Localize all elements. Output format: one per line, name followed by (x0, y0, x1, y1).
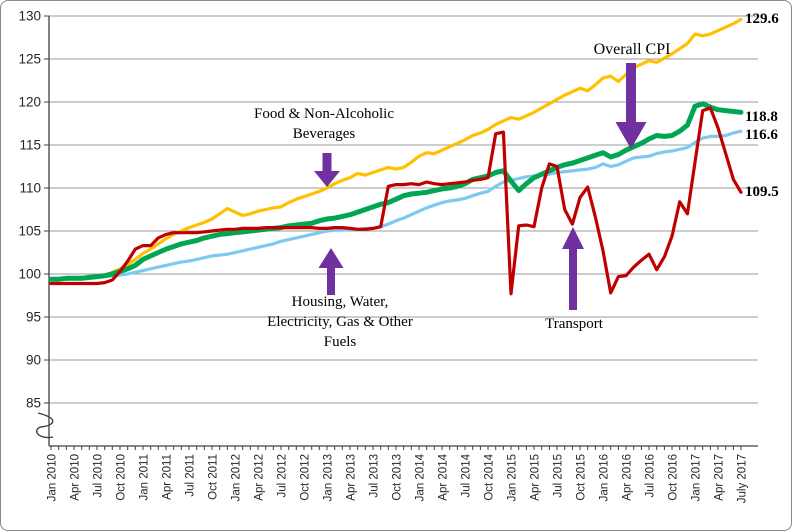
y-tick-label: 90 (26, 353, 41, 368)
y-tick-label: 85 (26, 396, 41, 411)
x-tick-label: Jan 2013 (323, 454, 335, 501)
x-tick-label: Jan 2016 (599, 454, 611, 501)
x-tick-label: Jul 2010 (93, 454, 105, 497)
y-tick-label: 130 (18, 9, 41, 24)
annotation-food-beverages-label: Food & Non-Alcoholic Beverages (232, 105, 416, 145)
x-tick-label: Apr 2014 (438, 453, 450, 500)
axes (48, 16, 758, 447)
x-tick-label: Jan 2017 (691, 454, 703, 501)
annotation-line: Beverages (292, 125, 356, 142)
x-tick-label: Jul 2013 (369, 454, 381, 497)
x-tick-label: July 2017 (737, 454, 749, 503)
y-tick-label: 95 (26, 310, 41, 325)
x-tick-label: Apr 2013 (346, 454, 358, 501)
x-tick-label: Jan 2012 (231, 454, 243, 501)
annotation-line: Food & Non-Alcoholic (254, 106, 394, 122)
series-line-overall-cpi (48, 101, 744, 282)
series-line-transport (49, 106, 743, 296)
x-tick-label: Jul 2014 (461, 453, 473, 497)
x-tick-label: Oct 2010 (116, 454, 128, 501)
axis-break-squiggle (36, 412, 54, 439)
annotation-housing-label: Housing, Water, Electricity, Gas & Other… (243, 293, 437, 352)
x-tick-label: Jul 2011 (185, 454, 197, 497)
gridlines (49, 15, 758, 404)
y-tick-label: 100 (18, 267, 41, 282)
x-tick-label: Oct 2015 (576, 454, 588, 501)
y-tick-label: 105 (18, 224, 41, 239)
end-value-housing: 116.6 (745, 127, 778, 143)
x-tick-label: Apr 2010 (70, 454, 82, 501)
end-value-transport: 109.5 (745, 184, 779, 200)
x-tick-label: Jul 2012 (277, 454, 289, 497)
x-tick-label: Jul 2015 (553, 454, 565, 497)
x-tick-label: Oct 2012 (300, 454, 312, 501)
housing-arrow-icon (318, 248, 344, 295)
x-tick-label: Apr 2015 (530, 454, 542, 501)
x-tick-label: Jan 2011 (139, 454, 151, 500)
y-tick-label: 110 (19, 181, 41, 196)
y-tick-label: 125 (18, 52, 41, 67)
x-tick-label: Apr 2011 (162, 454, 174, 500)
x-axis: Jan 2010 Apr 2010 Jul 2010 Oct 2010 Jan 2011… (47, 446, 749, 503)
annotation-transport-label: Transport (517, 315, 631, 335)
annotation-arrows (314, 63, 647, 310)
series-line-housing-water-electricity-gas-other-fuels (49, 129, 743, 281)
annotation-line: Fuels (323, 333, 357, 350)
annotation-line: Transport (545, 316, 603, 332)
food-beverages-arrow-icon (314, 153, 340, 187)
annotation-line: Electricity, Gas & Other (267, 313, 413, 330)
end-value-food-beverages: 129.6 (745, 11, 779, 27)
x-tick-label: Jan 2015 (507, 454, 519, 501)
transport-arrow-icon (562, 227, 584, 310)
annotation-overall-cpi-label: Overall CPI (559, 39, 705, 60)
x-tick-label: Oct 2013 (392, 454, 404, 501)
y-tick-label: 120 (18, 95, 41, 110)
end-value-overall-cpi: 118.8 (745, 109, 778, 125)
x-tick-label: Apr 2012 (254, 454, 266, 501)
x-tick-label: Jan 2014 (415, 453, 427, 501)
x-tick-label: Jan 2010 (47, 454, 59, 501)
annotation-line: Housing, Water, (291, 294, 389, 310)
x-tick-label: Oct 2016 (668, 454, 680, 501)
annotation-line: Overall CPI (593, 41, 671, 58)
series-lines (48, 17, 744, 296)
x-tick-label: Apr 2016 (622, 454, 634, 501)
y-axis: 85 90 95 100 105 110 115 120 125 130 (18, 9, 49, 411)
y-tick-label: 115 (19, 138, 41, 153)
overall-cpi-arrow-icon (615, 63, 647, 149)
x-tick-label: Apr 2017 (714, 454, 726, 501)
x-tick-label: Oct 2011 (208, 454, 220, 500)
x-tick-label: Jul 2016 (645, 454, 657, 497)
x-tick-label: Oct 2014 (484, 453, 496, 500)
